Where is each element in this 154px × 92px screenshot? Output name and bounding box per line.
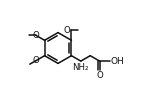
Text: NH₂: NH₂: [73, 63, 89, 72]
Text: OH: OH: [111, 57, 125, 66]
Text: O: O: [96, 71, 103, 80]
Text: O: O: [32, 56, 39, 65]
Text: O: O: [32, 31, 39, 40]
Text: O: O: [64, 26, 71, 35]
